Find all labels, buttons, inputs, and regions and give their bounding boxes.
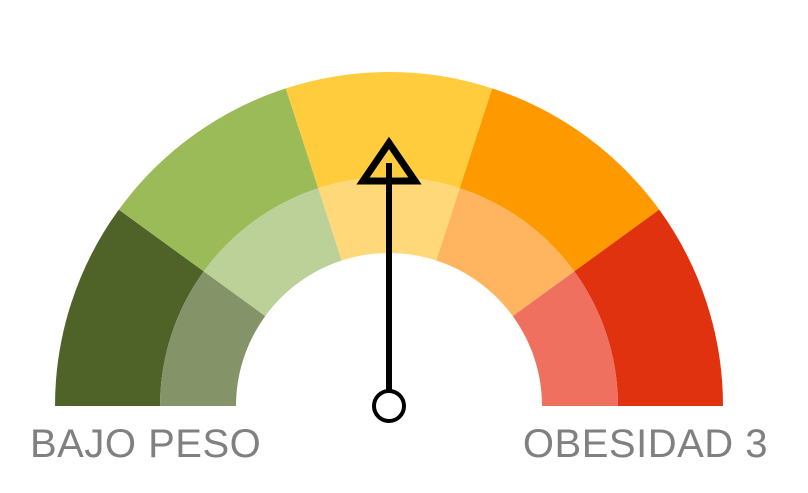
needle-pivot: [372, 389, 406, 423]
gauge-needle: [356, 136, 422, 423]
gauge-inner-ring: [160, 177, 618, 406]
gauge-segment-outer-1: [55, 209, 204, 406]
gauge-min-label: BAJO PESO: [30, 422, 262, 466]
gauge-segment-inner-5: [512, 271, 618, 406]
gauge-segment-inner-1: [160, 271, 266, 406]
gauge-segment-inner-4: [436, 188, 575, 317]
needle-arrowhead: [356, 136, 422, 185]
gauge-outer-ring: [55, 72, 723, 406]
gauge-segment-outer-5: [574, 209, 723, 406]
gauge-segment-outer-2: [118, 88, 319, 272]
gauge-segment-outer-3: [285, 72, 493, 189]
gauge-segment-inner-2: [203, 188, 342, 317]
gauge-max-label: OBESIDAD 3: [522, 422, 768, 466]
gauge-segment-outer-4: [459, 88, 660, 272]
